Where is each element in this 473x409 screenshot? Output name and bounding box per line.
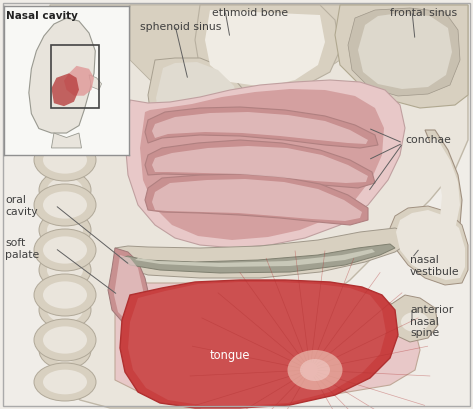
Polygon shape bbox=[140, 89, 384, 240]
Ellipse shape bbox=[47, 297, 83, 323]
Polygon shape bbox=[108, 248, 150, 328]
Text: soft
palate: soft palate bbox=[5, 238, 39, 260]
Text: oral
cavity: oral cavity bbox=[5, 195, 38, 217]
Ellipse shape bbox=[34, 229, 96, 271]
Polygon shape bbox=[120, 280, 398, 408]
Ellipse shape bbox=[300, 359, 330, 381]
Polygon shape bbox=[125, 80, 405, 248]
Polygon shape bbox=[64, 66, 94, 96]
Polygon shape bbox=[29, 18, 95, 133]
Polygon shape bbox=[205, 10, 325, 87]
Ellipse shape bbox=[34, 274, 96, 316]
Ellipse shape bbox=[34, 184, 96, 226]
Polygon shape bbox=[52, 133, 81, 148]
Ellipse shape bbox=[43, 191, 87, 219]
Bar bbox=[52, 45, 99, 108]
Text: ethmoid bone: ethmoid bone bbox=[212, 8, 288, 18]
Polygon shape bbox=[128, 282, 386, 406]
Text: Nasal cavity: Nasal cavity bbox=[6, 11, 78, 20]
Ellipse shape bbox=[34, 139, 96, 181]
Ellipse shape bbox=[39, 171, 91, 209]
Polygon shape bbox=[335, 5, 468, 108]
Text: nasal
vestibule: nasal vestibule bbox=[410, 255, 460, 276]
Polygon shape bbox=[195, 5, 340, 95]
Ellipse shape bbox=[34, 363, 96, 401]
Ellipse shape bbox=[43, 281, 87, 309]
Polygon shape bbox=[148, 58, 248, 155]
Polygon shape bbox=[152, 146, 368, 183]
Polygon shape bbox=[50, 5, 468, 408]
Polygon shape bbox=[120, 244, 395, 273]
Ellipse shape bbox=[47, 337, 83, 362]
Text: anterior
nasal
spine: anterior nasal spine bbox=[410, 305, 453, 338]
Ellipse shape bbox=[34, 319, 96, 361]
Ellipse shape bbox=[47, 178, 83, 202]
Polygon shape bbox=[152, 112, 368, 144]
Ellipse shape bbox=[39, 211, 91, 249]
Polygon shape bbox=[135, 249, 375, 267]
Polygon shape bbox=[145, 140, 375, 188]
Text: frontal sinus: frontal sinus bbox=[390, 8, 457, 18]
Polygon shape bbox=[114, 255, 144, 322]
Ellipse shape bbox=[401, 312, 429, 332]
Text: conchae: conchae bbox=[405, 135, 451, 145]
Ellipse shape bbox=[43, 236, 87, 264]
Polygon shape bbox=[390, 206, 468, 285]
Polygon shape bbox=[388, 295, 438, 342]
Ellipse shape bbox=[39, 331, 91, 369]
Text: tongue: tongue bbox=[210, 348, 250, 362]
Polygon shape bbox=[396, 210, 465, 280]
Polygon shape bbox=[420, 138, 460, 245]
Polygon shape bbox=[130, 5, 370, 95]
Polygon shape bbox=[89, 75, 102, 90]
Polygon shape bbox=[410, 130, 462, 255]
Ellipse shape bbox=[47, 218, 83, 243]
Polygon shape bbox=[115, 280, 420, 400]
Polygon shape bbox=[348, 8, 460, 96]
Polygon shape bbox=[145, 107, 378, 148]
Polygon shape bbox=[358, 13, 452, 89]
Ellipse shape bbox=[288, 350, 342, 390]
Ellipse shape bbox=[39, 251, 91, 289]
Polygon shape bbox=[52, 73, 79, 106]
Ellipse shape bbox=[43, 326, 87, 354]
Ellipse shape bbox=[43, 370, 87, 394]
Polygon shape bbox=[152, 179, 362, 221]
Polygon shape bbox=[115, 228, 410, 278]
Ellipse shape bbox=[43, 146, 87, 174]
Text: sphenoid sinus: sphenoid sinus bbox=[140, 22, 221, 32]
Ellipse shape bbox=[47, 258, 83, 283]
Polygon shape bbox=[180, 125, 210, 155]
Polygon shape bbox=[156, 62, 240, 148]
Polygon shape bbox=[145, 174, 368, 225]
Ellipse shape bbox=[39, 291, 91, 329]
